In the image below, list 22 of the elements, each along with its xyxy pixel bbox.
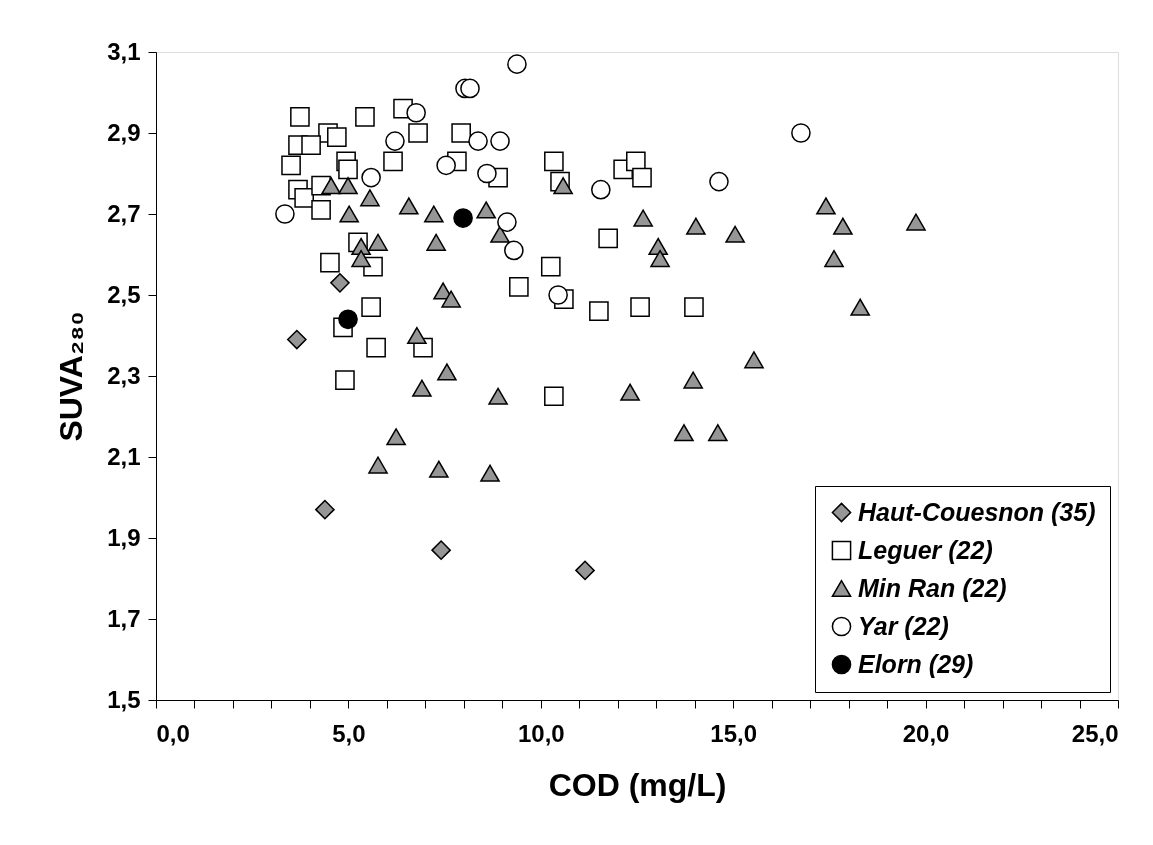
y-tick-label: 2,5	[107, 280, 141, 308]
y-tick-label: 2,9	[107, 118, 141, 146]
y-tick-label: 2,1	[107, 442, 141, 470]
y-tick-label: 2,3	[107, 361, 141, 389]
x-tick-label: 0,0	[156, 719, 190, 747]
x-tick-label: 15,0	[710, 719, 758, 747]
y-tick-label: 1,9	[107, 523, 141, 551]
legend-label: Leguer (22)	[858, 535, 993, 564]
x-axis-title: COD (mg/L)	[548, 766, 727, 803]
y-tick-label: 3,1	[107, 37, 141, 65]
x-tick-label: 5,0	[332, 719, 366, 747]
legend-label: Elorn (29)	[858, 649, 974, 678]
legend-label: Yar (22)	[858, 611, 949, 640]
x-tick-label: 10,0	[517, 719, 565, 747]
y-axis-title: SUVA₂₈₀	[53, 311, 90, 442]
y-tick-label: 2,7	[107, 199, 141, 227]
x-tick-label: 25,0	[1071, 719, 1119, 747]
y-tick-label: 1,7	[107, 604, 141, 632]
legend-label: Haut-Couesnon (35)	[858, 497, 1096, 526]
y-tick-label: 1,5	[107, 685, 141, 713]
x-tick-label: 20,0	[902, 719, 950, 747]
legend-label: Min Ran (22)	[858, 573, 1007, 602]
